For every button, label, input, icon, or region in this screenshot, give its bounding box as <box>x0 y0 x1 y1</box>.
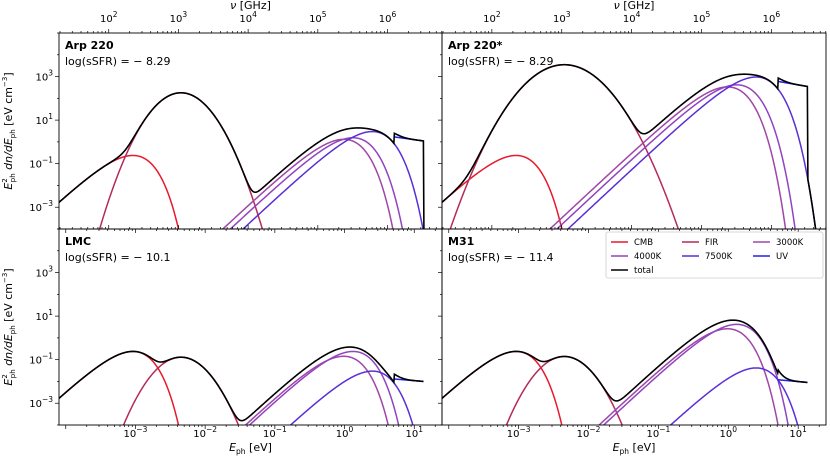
panel-arp220star: 102 103 104 105 106 Arp 220* log(sSFR) = − 8.2… <box>438 10 827 233</box>
series-3000k-arp220star <box>548 86 787 229</box>
series-3000k-m31 <box>598 328 779 425</box>
x-tick-label: 101 <box>789 425 807 440</box>
top-axis-label: ν [GHz] <box>614 0 655 12</box>
series-cmb-m31 <box>442 350 563 425</box>
panel-name: M31 <box>448 235 474 248</box>
x-tick-label: 10−2 <box>193 425 217 440</box>
panel-name: LMC <box>65 235 91 248</box>
panel-name: Arp 220* <box>448 39 503 52</box>
top-axis-label: ν [GHz] <box>230 0 271 12</box>
panel-ssfr: log(sSFR) = − 8.29 <box>448 55 553 68</box>
y-axis-label: E2ph dn/dEph [eV cm−3] <box>1 72 17 189</box>
legend-label-total: total <box>634 266 653 276</box>
curves-arp220 <box>59 91 425 229</box>
y-tick-label: 103 <box>35 265 53 280</box>
series-4000k-lmc <box>248 350 400 425</box>
series-4000k-arp220star <box>555 84 796 229</box>
curves-arp220star <box>442 63 817 229</box>
top-tick-label: 105 <box>693 10 711 25</box>
top-tick-label: 102 <box>483 10 501 25</box>
series-3000k-lmc <box>244 355 389 425</box>
x-tick-label: 100 <box>336 425 354 440</box>
top-tick-label: 102 <box>100 10 118 25</box>
x-tick-label: 10−1 <box>647 425 671 440</box>
series-cmb-arp220star <box>442 154 563 229</box>
y-tick-label: 103 <box>35 69 53 84</box>
panel-ssfr: log(sSFR) = − 10.1 <box>65 251 170 264</box>
series-3000k-arp220 <box>221 138 394 229</box>
series-cmb-arp220 <box>59 154 180 229</box>
top-tick-label: 103 <box>170 10 188 25</box>
series-total-arp220 <box>59 91 425 229</box>
panel-ssfr: log(sSFR) = − 8.29 <box>65 55 170 68</box>
panel-ssfr: log(sSFR) = − 11.4 <box>448 251 553 264</box>
series-total-arp220star <box>442 63 817 229</box>
series-total-m31 <box>442 319 808 402</box>
series-7500k-m31 <box>669 367 799 425</box>
series-4000k-m31 <box>602 323 789 425</box>
x-tick-label: 10−2 <box>577 425 601 440</box>
panel-arp220: 102 103 104 105 106 10−3 10−1 101 103 Arp 220 log(… <box>29 10 443 233</box>
panel-lmc: 10−3 10−2 10−1 100 101 10−3 10−1 101 103 LMC log(s… <box>29 225 443 440</box>
legend: CMB FIR 3000K 4000K 7500K UV total <box>605 231 824 279</box>
x-axis-label: Eph [eV] <box>229 441 272 456</box>
series-total-lmc <box>59 346 424 422</box>
y-tick-label: 10−1 <box>29 156 53 171</box>
curves-lmc <box>59 346 424 425</box>
legend-label-4000k: 4000K <box>634 252 662 262</box>
x-tick-label: 10−3 <box>124 425 148 440</box>
y-tick-label: 101 <box>35 112 53 127</box>
series-cmb-lmc <box>59 350 180 425</box>
x-tick-label: 101 <box>406 425 424 440</box>
top-tick-label: 106 <box>379 10 397 25</box>
legend-label-cmb: CMB <box>634 238 653 248</box>
legend-label-fir: FIR <box>705 238 718 248</box>
legend-label-7500k: 7500K <box>705 252 733 262</box>
top-tick-label: 106 <box>763 10 781 25</box>
x-axis-label: Eph [eV] <box>613 441 656 456</box>
panel-m31: 10−3 10−2 10−1 100 101 M31 log(sSFR) = − 11.4 <box>438 225 827 440</box>
y-tick-label: 10−3 <box>29 199 53 214</box>
x-tick-label: 10−1 <box>263 425 287 440</box>
series-fir-arp220 <box>98 92 264 229</box>
legend-box <box>605 231 824 279</box>
top-tick-label: 105 <box>309 10 327 25</box>
y-axis-label: E2ph dn/dEph [eV cm−3] <box>1 268 17 385</box>
curves-m31 <box>442 319 808 425</box>
legend-label-3000k: 3000K <box>776 238 804 248</box>
legend-label-uv: UV <box>776 252 788 262</box>
x-tick-label: 100 <box>720 425 738 440</box>
y-tick-label: 10−3 <box>29 395 53 410</box>
x-tick-label: 10−3 <box>507 425 531 440</box>
top-tick-label: 104 <box>623 10 641 25</box>
y-tick-label: 10−1 <box>29 352 53 367</box>
series-4000k-arp220 <box>229 137 404 229</box>
panel-name: Arp 220 <box>65 39 114 52</box>
top-tick-label: 103 <box>553 10 571 25</box>
top-tick-label: 104 <box>239 10 257 25</box>
frame-m31 <box>441 228 827 426</box>
y-tick-label: 101 <box>35 308 53 323</box>
